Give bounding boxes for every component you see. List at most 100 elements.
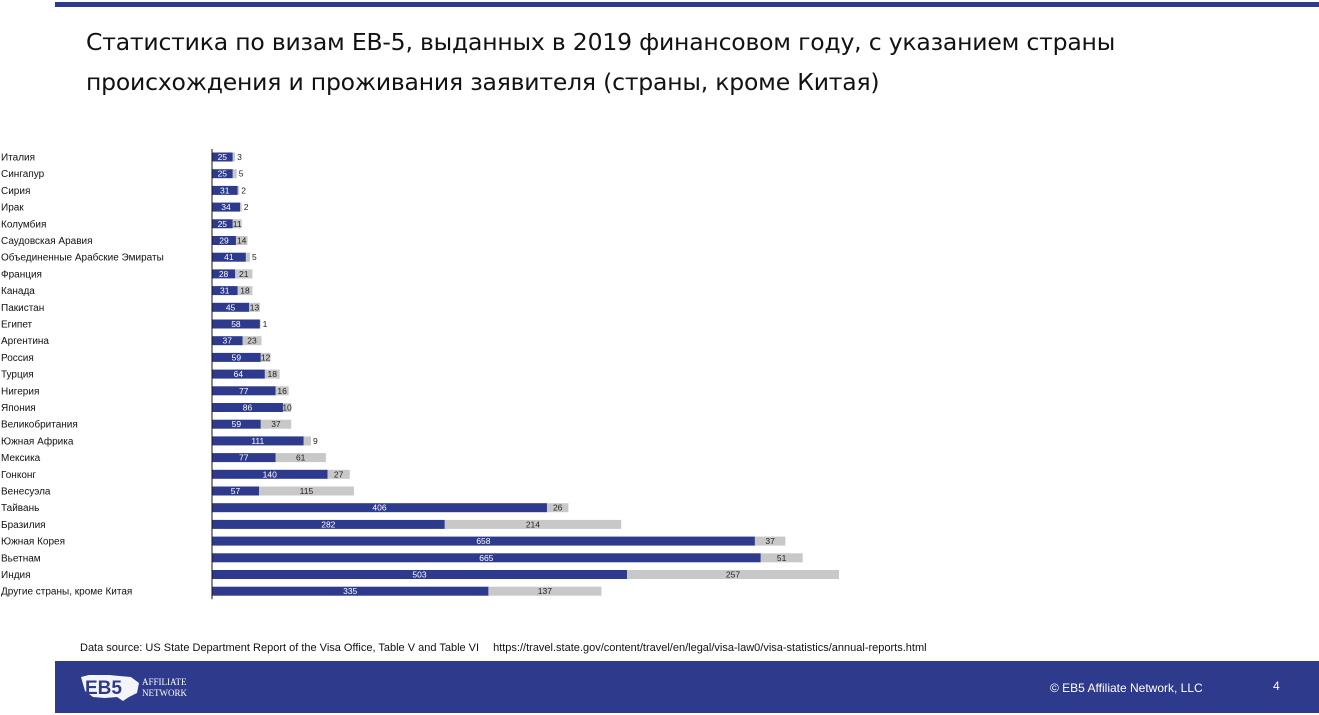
source-url[interactable]: https://travel.state.gov/content/travel/…	[493, 642, 927, 654]
category-label: Италия	[1, 153, 35, 164]
bar-series-1	[212, 302, 250, 312]
bar-series-1	[212, 453, 276, 463]
data-label-series-2: 5	[239, 169, 244, 179]
data-label-series-1: 29	[219, 236, 229, 246]
logo-line2-text: NETWORK	[142, 688, 187, 698]
bar-series-1	[212, 286, 238, 296]
bar-series-2	[237, 185, 240, 195]
category-label: Саудовская Аравия	[1, 236, 93, 247]
data-label-series-1: 34	[221, 202, 231, 212]
data-label-series-1: 41	[224, 252, 234, 262]
data-label-series-1: 37	[223, 336, 233, 346]
bar-series-2	[327, 469, 350, 479]
bar-series-2	[245, 252, 250, 262]
category-label: Египет	[1, 320, 33, 331]
bar-series-2	[260, 352, 271, 362]
eb5-logo: EB5 AFFILIATE NETWORK	[81, 675, 187, 701]
data-label-series-2: 5	[252, 252, 257, 262]
bar-series-2	[259, 486, 354, 496]
bar-series-1	[212, 586, 489, 596]
data-label-series-1: 111	[251, 436, 264, 446]
data-label-series-2: 27	[334, 469, 344, 479]
data-label-series-2: 18	[267, 369, 277, 379]
data-label-series-1: 25	[218, 152, 228, 162]
bar-series-2	[488, 586, 602, 596]
category-label: Турция	[1, 370, 34, 381]
data-label-series-2: 37	[765, 536, 775, 546]
bar-series-2	[235, 236, 248, 245]
category-label: Тайвань	[1, 503, 39, 514]
data-label-series-2: 9	[313, 436, 318, 446]
bar-series-2	[282, 403, 292, 412]
data-label-series-2: 16	[277, 386, 287, 396]
data-label-series-1: 64	[234, 369, 244, 379]
us-map-icon	[81, 675, 139, 701]
bar-series-1	[212, 185, 238, 195]
category-label: Вьетнам	[1, 553, 41, 564]
bar-series-1	[212, 503, 547, 513]
bar-series-2	[546, 503, 569, 513]
bar-series-2	[240, 202, 242, 212]
data-label-series-2: 14	[237, 236, 247, 246]
category-label: Мексика	[1, 453, 41, 464]
data-label-series-2: 21	[239, 269, 249, 279]
bar-series-2	[754, 536, 786, 546]
category-label: Франция	[1, 269, 42, 280]
data-label-series-1: 31	[220, 286, 230, 296]
category-label: Объединенные Арабские Эмираты	[1, 252, 164, 264]
data-label-series-1: 77	[239, 453, 249, 463]
category-label: Великобритания	[1, 419, 78, 431]
category-label: Пакистан	[1, 303, 44, 314]
data-label-series-1: 25	[218, 169, 228, 179]
footer-bar: EB5 AFFILIATE NETWORK © EB5 Affiliate Ne…	[55, 661, 1319, 713]
bar-series-2	[232, 219, 242, 229]
data-label-series-2: 214	[526, 519, 540, 529]
category-label: Индия	[1, 570, 31, 581]
bar-series-1	[212, 570, 627, 579]
bar-series-2	[232, 152, 236, 162]
data-label-series-1: 45	[226, 302, 236, 312]
category-label: Япония	[1, 403, 36, 414]
data-label-series-1: 658	[476, 536, 490, 546]
data-label-series-2: 23	[247, 336, 257, 346]
data-source: Data source: US State Department Report …	[80, 642, 927, 654]
bar-series-2	[626, 570, 839, 579]
category-label: Аргентина	[1, 336, 49, 347]
bar-series-1	[212, 436, 304, 446]
data-label-series-1: 503	[412, 570, 426, 580]
data-label-series-1: 140	[263, 469, 277, 479]
bar-series-1	[212, 419, 261, 429]
bar-series-1	[212, 219, 233, 229]
data-label-series-2: 37	[271, 419, 281, 429]
data-label-series-1: 25	[218, 219, 228, 229]
data-label-series-1: 57	[231, 486, 241, 496]
bar-series-2	[444, 519, 622, 529]
category-label: Южная Корея	[1, 537, 65, 548]
data-label-series-2: 13	[250, 302, 260, 312]
category-label: Ирак	[1, 203, 24, 214]
data-label-series-1: 59	[232, 419, 242, 429]
category-label: Сингапур	[1, 169, 45, 180]
bar-series-2	[260, 419, 292, 429]
bar-series-1	[212, 202, 241, 212]
bar-series-1	[212, 319, 260, 329]
bar-series-2	[275, 453, 326, 463]
data-label-series-1: 58	[231, 319, 241, 329]
category-label: Нигерия	[1, 386, 39, 397]
bar-series-2	[242, 336, 262, 346]
bar-series-1	[212, 369, 265, 379]
page-number: 4	[1273, 679, 1280, 693]
data-label-series-2: 115	[300, 486, 314, 496]
category-label: Венесуэла	[1, 487, 51, 498]
data-label-series-1: 86	[243, 403, 253, 413]
category-label: Сирия	[1, 186, 30, 197]
bar-series-1	[212, 536, 755, 546]
data-label-series-2: 10	[282, 403, 292, 413]
bar-series-1	[212, 152, 233, 162]
data-label-series-2: 3	[237, 152, 242, 162]
page-title: Статистика по визам EB-5, выданных в 201…	[86, 28, 1116, 96]
data-label-series-2: 12	[261, 352, 271, 362]
bar-series-1	[212, 386, 276, 396]
bar-series-2	[259, 319, 261, 329]
bar-series-1	[212, 169, 233, 179]
